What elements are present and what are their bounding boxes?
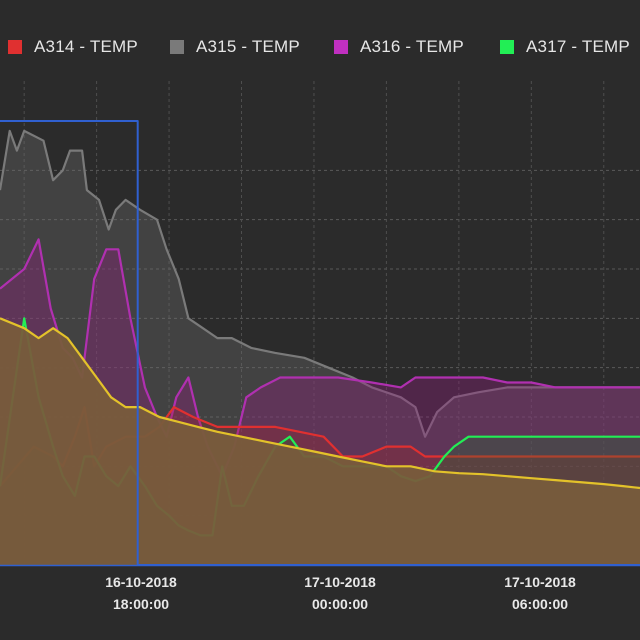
legend-label: A316 - TEMP [360, 37, 464, 56]
legend-swatch [334, 40, 348, 54]
legend-label: A317 - TEMP [526, 37, 630, 56]
legend-swatch [500, 40, 514, 54]
legend-label: A315 - TEMP [196, 37, 300, 56]
legend-item-3[interactable]: A316 - TEMP [334, 34, 464, 60]
legend-item-4[interactable]: A317 - TEMP [500, 34, 630, 60]
x-tick-date: 16-10-2018 [105, 574, 177, 590]
series-area-unnamed-4 [0, 318, 640, 565]
series-line-a315-temp [0, 129, 640, 438]
x-tick-label: 17-10-2018 06:00:00 [480, 571, 600, 615]
x-tick-label: 16-10-2018 18:00:00 [81, 571, 201, 615]
x-tick-date: 17-10-2018 [304, 574, 376, 590]
legend-swatch [170, 40, 184, 54]
legend-label: A314 - TEMP [34, 37, 138, 56]
legend: A314 - TEMP A315 - TEMP A316 - TEMP A317 - … [0, 34, 640, 60]
series-line-unnamed-4 [0, 317, 640, 490]
x-tick-time: 18:00:00 [112, 596, 170, 612]
legend-item-1[interactable]: A314 - TEMP [8, 34, 138, 60]
x-tick-date: 17-10-2018 [504, 574, 576, 590]
legend-swatch [8, 40, 22, 54]
x-tick-label: 17-10-2018 00:00:00 [280, 571, 400, 615]
x-tick-time: 00:00:00 [311, 596, 369, 612]
legend-item-2[interactable]: A315 - TEMP [170, 34, 300, 60]
x-tick-time: 06:00:00 [511, 596, 569, 612]
